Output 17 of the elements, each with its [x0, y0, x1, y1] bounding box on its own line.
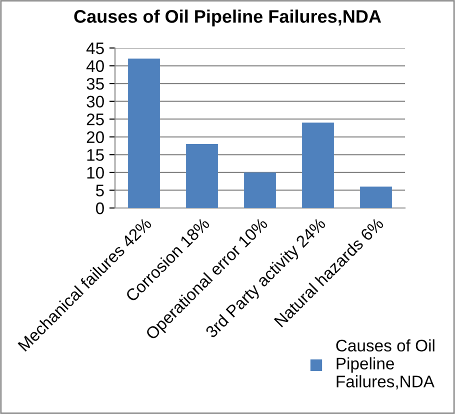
y-tick-label: 30: [86, 96, 104, 108]
bar: [302, 122, 334, 208]
legend-label: Causes of Oil Pipeline Failures,NDA: [336, 339, 434, 390]
y-tick-label: 15: [87, 149, 104, 161]
bar: [128, 58, 160, 208]
y-tick-label: 5: [96, 184, 104, 196]
y-tick-label: 0: [96, 202, 104, 214]
y-tick-label: 45: [86, 42, 104, 54]
chart-title: Causes of Oil Pipeline Failures,NDA: [74, 10, 382, 26]
bar: [360, 186, 392, 208]
y-tick-label: 10: [87, 166, 104, 179]
bar: [186, 144, 218, 208]
y-tick-label: 25: [86, 114, 104, 126]
y-tick-label: 35: [86, 78, 104, 90]
y-tick-label: 40: [86, 60, 104, 72]
bar: [244, 172, 276, 208]
y-tick-label: 20: [86, 131, 104, 144]
